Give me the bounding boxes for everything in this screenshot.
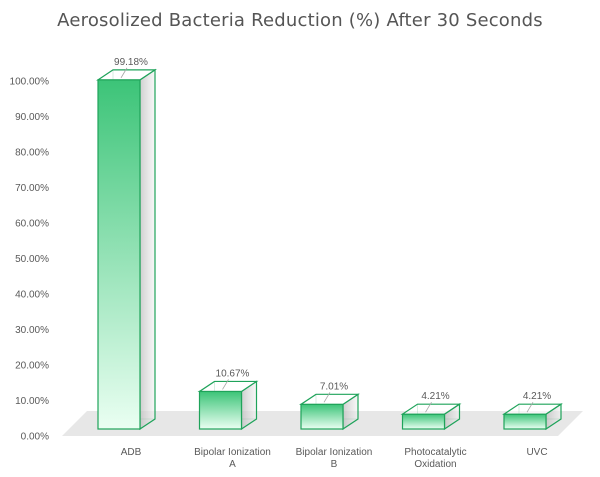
x-category-label: Photocatalytic	[404, 447, 466, 458]
bar	[502, 401, 563, 431]
bar-front-face	[198, 390, 243, 430]
data-label: 4.21%	[523, 391, 551, 402]
y-tick-label: 70.00%	[15, 183, 49, 194]
y-tick-label: 50.00%	[15, 254, 49, 265]
bar-front-face	[401, 413, 446, 430]
x-category-label: A	[229, 459, 236, 470]
data-label-leader	[120, 67, 128, 79]
bar	[400, 401, 462, 431]
bar-top-face	[400, 403, 462, 415]
y-tick-label: 0.00%	[21, 432, 49, 443]
bar-top-face	[502, 403, 563, 415]
y-tick-label: 40.00%	[15, 290, 49, 301]
x-category-label: ADB	[121, 447, 142, 458]
x-category-label: UVC	[526, 447, 547, 458]
data-label-leader	[425, 401, 432, 413]
data-label: 99.18%	[114, 57, 148, 68]
x-category-label: Bipolar Ionization	[296, 447, 373, 458]
bar-front-face	[503, 413, 547, 430]
bar-top-face	[96, 69, 157, 81]
y-tick-label: 60.00%	[15, 219, 49, 230]
data-label: 4.21%	[421, 391, 449, 402]
bar-front-face	[300, 403, 344, 430]
y-tick-label: 80.00%	[15, 148, 49, 159]
bar-top-face	[197, 380, 259, 393]
bar	[96, 67, 157, 431]
data-label-leader	[526, 401, 534, 413]
x-category-label: B	[331, 459, 338, 470]
bar-side-face	[139, 68, 156, 431]
x-category-label: Oxidation	[414, 459, 456, 470]
data-label: 10.67%	[216, 368, 250, 379]
y-tick-label: 100.00%	[10, 77, 50, 88]
data-label-leader	[222, 379, 229, 390]
data-label-leader	[323, 392, 331, 403]
y-tick-label: 30.00%	[15, 325, 49, 336]
x-category-label: Bipolar Ionization	[194, 447, 271, 458]
bar	[197, 379, 259, 431]
bar-top-face	[299, 393, 360, 405]
chart-title: Aerosolized Bacteria Reduction (%) After…	[57, 10, 543, 31]
y-tick-label: 20.00%	[15, 361, 49, 372]
bar	[299, 392, 360, 431]
bar-front-face	[97, 79, 141, 430]
data-label: 7.01%	[320, 381, 348, 392]
y-tick-label: 10.00%	[15, 396, 49, 407]
y-tick-label: 90.00%	[15, 112, 49, 123]
